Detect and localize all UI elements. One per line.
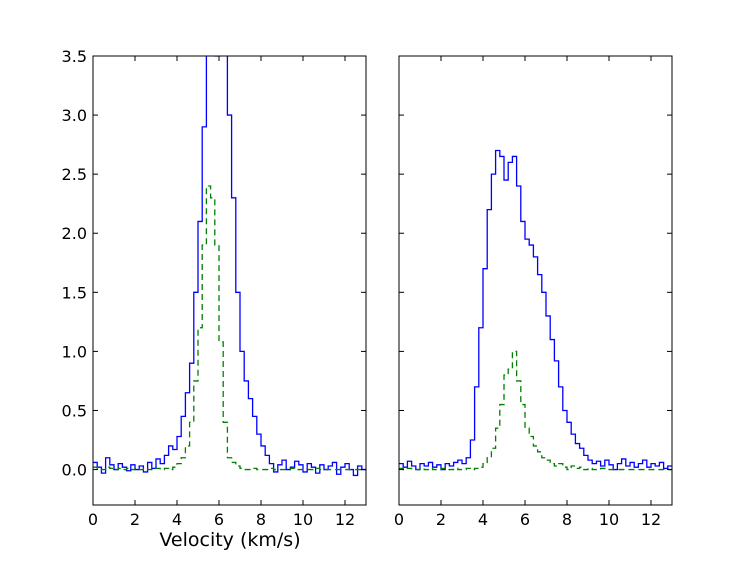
y-tick-label: 2.5 [62,165,87,184]
x-tick-label: 10 [599,510,619,529]
solid-series-line [399,149,672,471]
y-tick-label: 3.0 [62,106,87,125]
x-axis-label: Velocity (km/s) [159,529,300,551]
y-tick-label: 2.0 [62,224,87,243]
x-tick-label: 10 [293,510,313,529]
y-tick-label: 1.0 [62,342,87,361]
x-tick-label: 4 [172,510,182,529]
x-tick-label: 2 [130,510,140,529]
dashed-series-line [399,350,672,471]
x-tick-label: 0 [88,510,98,529]
dashed-series-line [93,185,366,471]
x-tick-label: 6 [520,510,530,529]
x-tick-label: 12 [641,510,661,529]
plot-frame [398,55,673,506]
y-tick-label: 0.0 [62,461,87,480]
x-tick-label: 2 [436,510,446,529]
right-panel: 0 2 4 6 8 10 12 [394,55,673,529]
x-tick-label: 6 [214,510,224,529]
x-tick-label: 8 [256,510,266,529]
x-tick-label: 8 [562,510,572,529]
plot-frame [92,55,367,506]
left-panel: 0 2 4 6 8 10 12 0.0 0.5 1.0 1.5 2.0 2.5 3.0 3.5 [62,47,367,529]
y-tick-label: 0.5 [62,401,87,420]
solid-series-line [93,56,366,477]
y-tick-label: 1.5 [62,283,87,302]
y-tick-label: 3.5 [62,47,87,66]
x-tick-label: 12 [335,510,355,529]
x-tick-label: 0 [394,510,404,529]
x-tick-label: 4 [478,510,488,529]
